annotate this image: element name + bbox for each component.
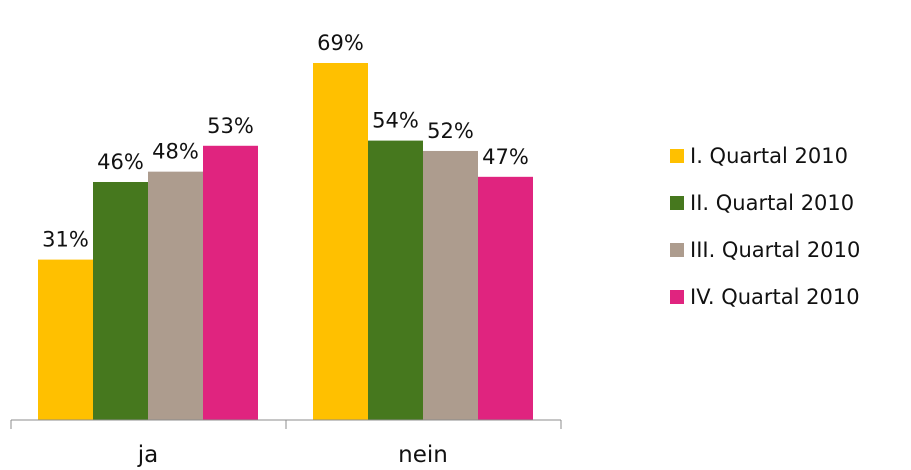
bar-nein-q4 <box>478 176 533 420</box>
bars-group <box>38 63 533 421</box>
category-label-ja: ja <box>137 442 158 468</box>
bar-nein-q1 <box>313 63 368 420</box>
legend-label-q2: II. Quartal 2010 <box>690 191 854 215</box>
data-label-ja-q2: 46% <box>97 150 144 174</box>
x-axis: ja nein <box>10 419 562 468</box>
legend-swatch-q3 <box>670 243 684 257</box>
data-label-nein-q4: 47% <box>482 145 529 169</box>
bar-ja-q2 <box>93 182 148 420</box>
legend-label-q1: I. Quartal 2010 <box>690 144 848 168</box>
data-label-nein-q3: 52% <box>427 119 474 143</box>
data-labels-group: 31% 46% 48% 53% 69% 54% 52% 47% <box>42 31 529 252</box>
bar-ja-q3 <box>148 171 203 420</box>
legend-label-q4: IV. Quartal 2010 <box>690 285 860 309</box>
legend-swatch-q1 <box>670 149 684 163</box>
legend: I. Quartal 2010 II. Quartal 2010 III. Qu… <box>670 144 860 309</box>
legend-label-q3: III. Quartal 2010 <box>690 238 860 262</box>
data-label-nein-q2: 54% <box>372 109 419 133</box>
bar-nein-q2 <box>368 140 423 420</box>
bar-ja-q4 <box>203 145 258 421</box>
data-label-ja-q4: 53% <box>207 114 254 138</box>
bar-ja-q1 <box>38 259 93 420</box>
legend-swatch-q4 <box>670 290 684 304</box>
data-label-ja-q1: 31% <box>42 228 89 252</box>
legend-swatch-q2 <box>670 196 684 210</box>
data-label-ja-q3: 48% <box>152 140 199 164</box>
data-label-nein-q1: 69% <box>317 31 364 55</box>
category-label-nein: nein <box>398 442 448 468</box>
bar-nein-q3 <box>423 150 478 420</box>
